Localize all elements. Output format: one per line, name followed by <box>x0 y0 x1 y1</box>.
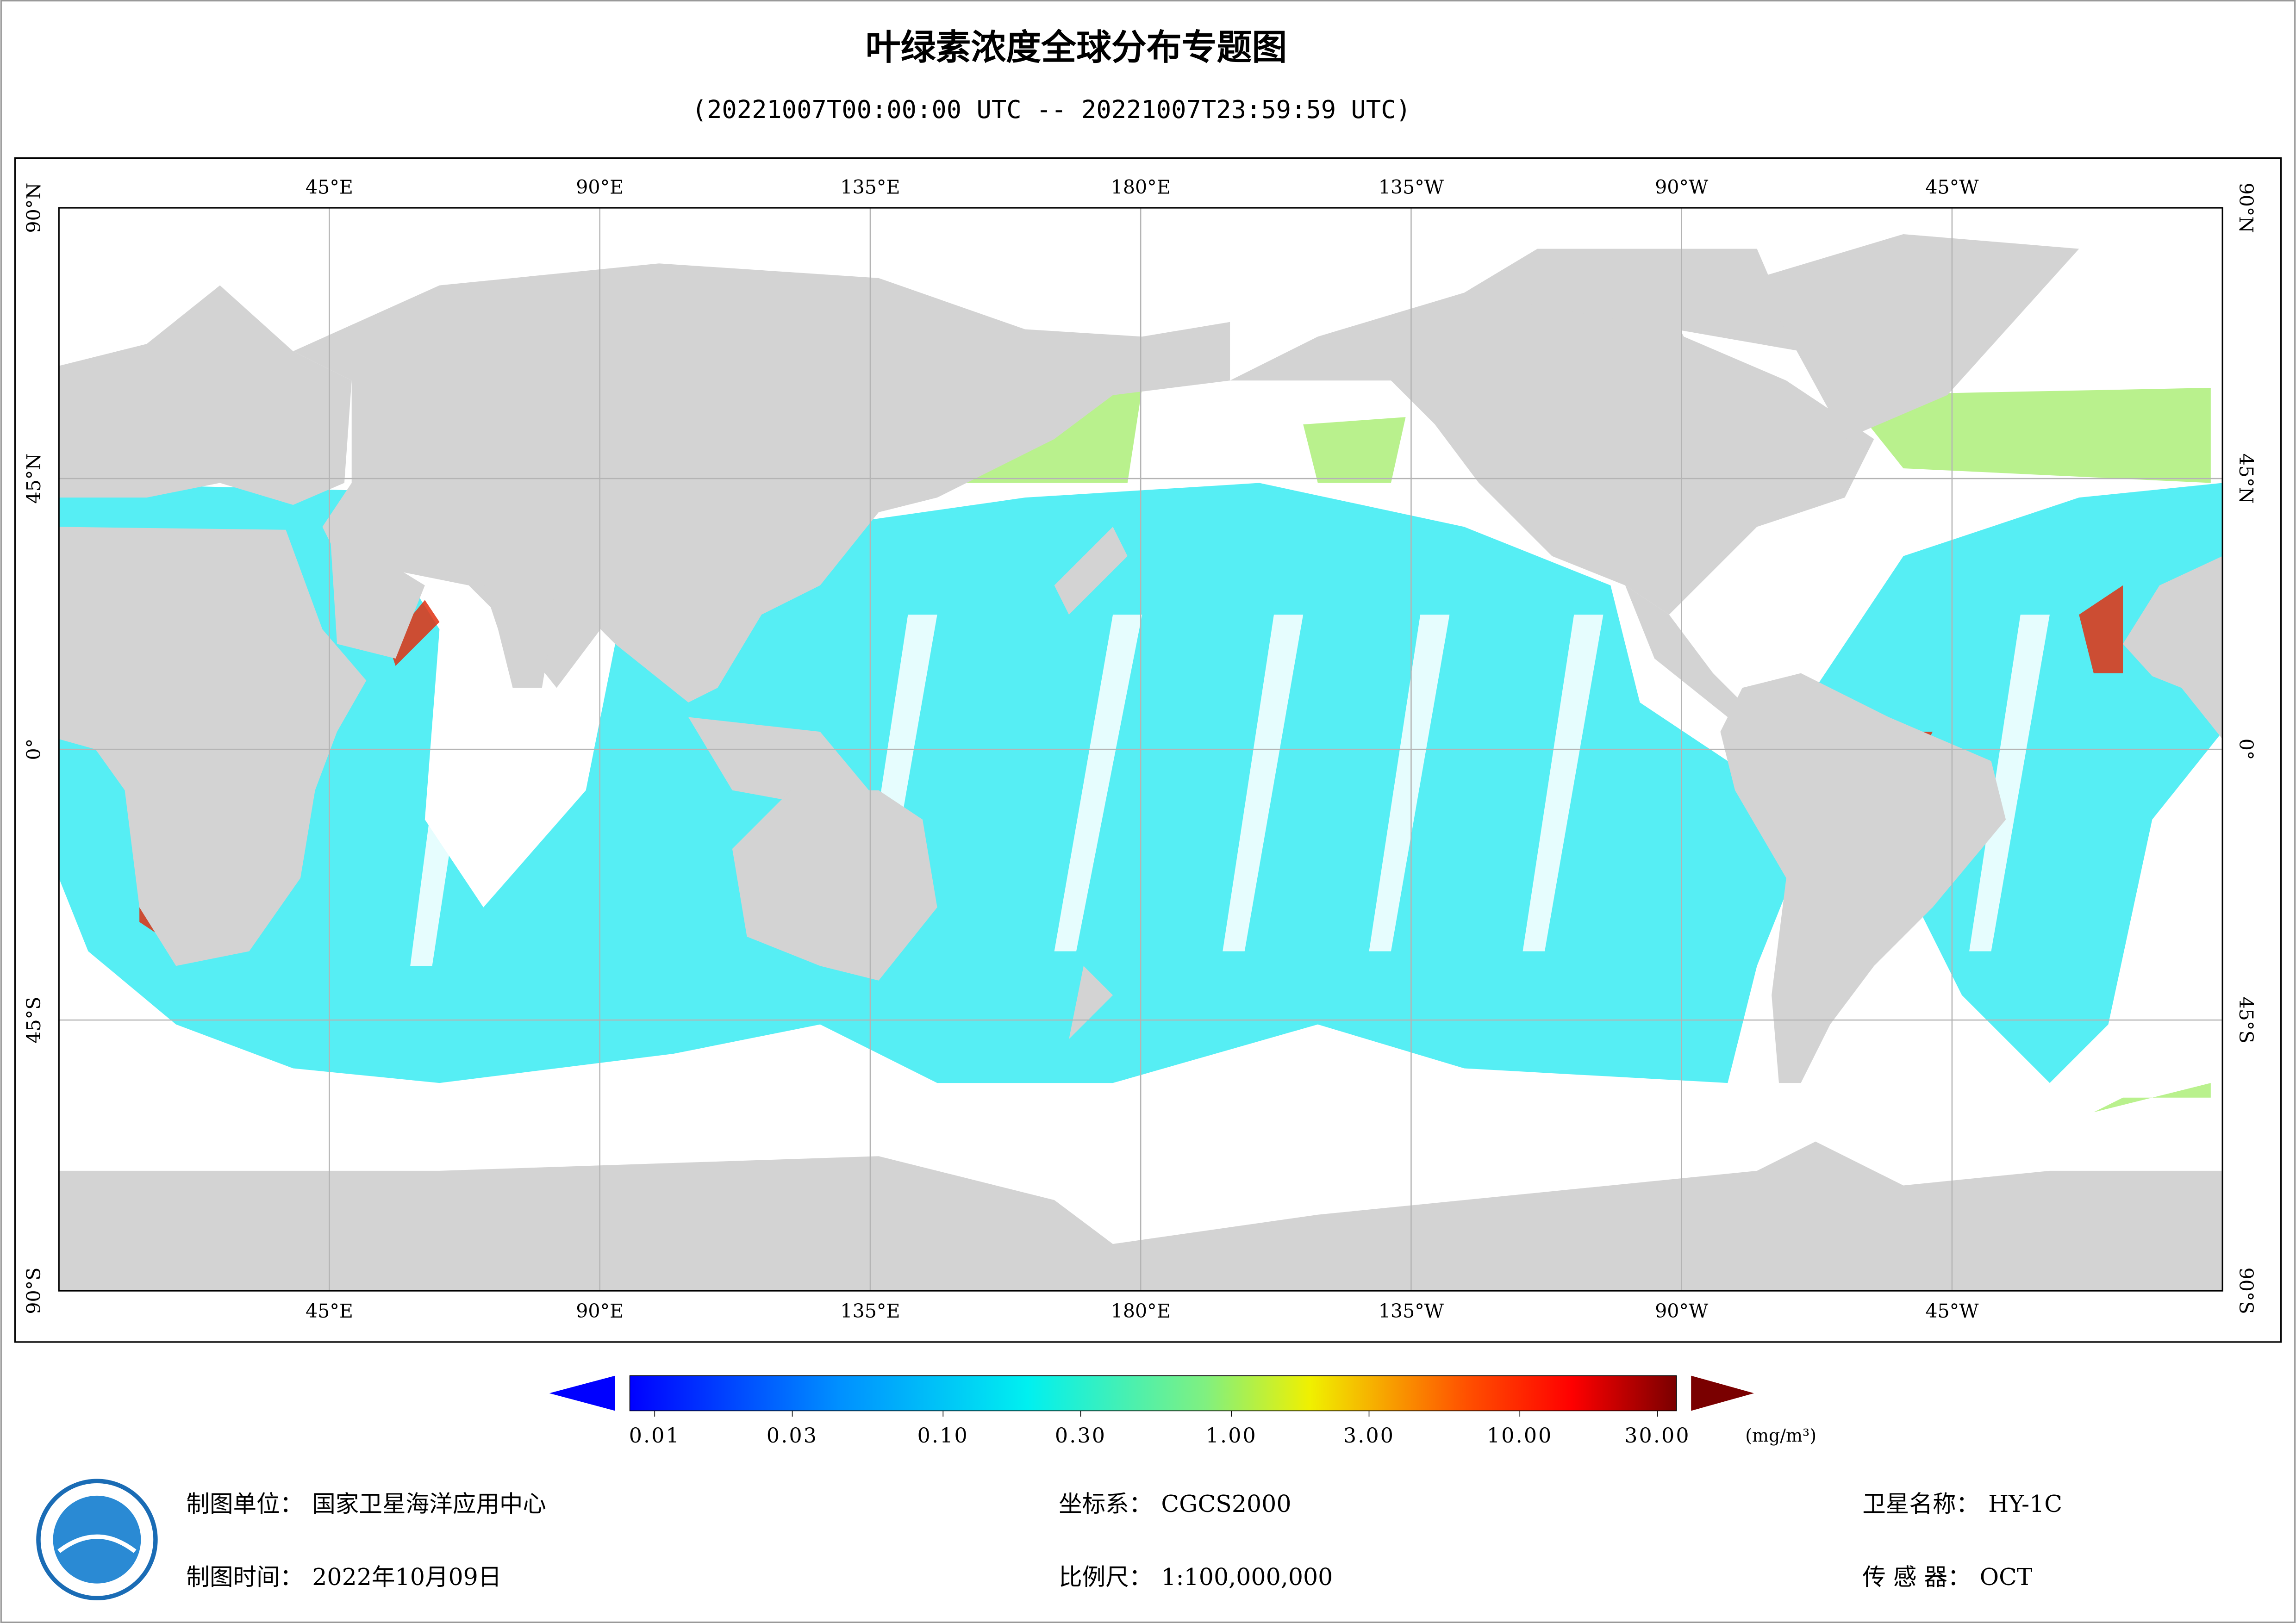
lon-label-top: 90°W <box>1655 176 1709 198</box>
central-america <box>1625 585 1742 717</box>
footer-value: 2022年10月09日 <box>312 1563 501 1591</box>
colorbar-tick-label: 0.03 <box>767 1424 818 1448</box>
footer-value: 国家卫星海洋应用中心 <box>312 1490 546 1517</box>
colorbar-tick-label: 0.10 <box>917 1424 969 1448</box>
colorbar-tick-label: 30.00 <box>1624 1424 1691 1448</box>
footer-item: 比例尺： 1:100,000,000 <box>1059 1563 1333 1591</box>
footer-label: 制图单位： <box>186 1490 303 1517</box>
arabia <box>330 527 425 659</box>
graticule <box>59 208 2223 1291</box>
title: 叶绿素浓度全球分布专题图 <box>866 27 1287 68</box>
colorbar-max-arrow <box>1691 1375 1754 1411</box>
lat-label-right: 90°N <box>2235 183 2257 233</box>
arctic-islands <box>1464 249 1801 351</box>
footer-item: 制图单位： 国家卫星海洋应用中心 <box>186 1490 546 1517</box>
logo-wave <box>57 1534 137 1553</box>
footer-label: 制图时间： <box>186 1563 303 1591</box>
lon-label-bottom: 90°W <box>1655 1300 1709 1322</box>
lat-label-left: 0° <box>23 739 45 760</box>
west-africa <box>2123 556 2223 739</box>
lat-label-left: 90°S <box>23 1268 45 1314</box>
lon-label-bottom: 45°W <box>1925 1300 1979 1322</box>
colorbar-tick-label: 1.00 <box>1206 1424 1257 1448</box>
lat-label-right: 0° <box>2235 739 2257 760</box>
coverage-high <box>59 388 2211 1113</box>
lon-label-top: 45°E <box>306 176 353 198</box>
footer-value: 1:100,000,000 <box>1161 1563 1333 1591</box>
lon-label-top: 180°E <box>1111 176 1171 198</box>
colorbar-tick-label: 0.30 <box>1055 1424 1106 1448</box>
colorbar-unit: (mg/m³) <box>1745 1425 1816 1446</box>
footer-item: 传 感 器： OCT <box>1862 1563 2033 1591</box>
lat-label-right: 90°S <box>2235 1268 2257 1314</box>
africa <box>59 527 367 966</box>
lon-label-bottom: 90°E <box>576 1300 624 1322</box>
colorbar-min-arrow <box>549 1375 615 1411</box>
lon-label-top: 90°E <box>576 176 624 198</box>
footer-value: HY-1C <box>1988 1490 2062 1517</box>
lon-label-bottom: 135°W <box>1379 1300 1444 1322</box>
colorbar-tick-label: 10.00 <box>1487 1424 1553 1448</box>
new-zealand <box>1069 966 1113 1039</box>
greenland <box>1757 234 2079 439</box>
colorbar: (mg/m³) 0.01 0.03 0.10 0.30 1.00 3.00 10.00 30.… <box>549 1375 1816 1448</box>
map-border <box>58 207 2223 1292</box>
footer-value: CGCS2000 <box>1161 1490 1291 1517</box>
logo <box>36 1479 158 1600</box>
europe <box>59 285 352 505</box>
colorbar-tick-label: 3.00 <box>1343 1424 1395 1448</box>
footer-item: 坐标系： CGCS2000 <box>1059 1490 1291 1517</box>
footer-label: 比例尺： <box>1059 1563 1152 1591</box>
map-frame <box>14 157 2282 1343</box>
lat-label-left: 45°N <box>23 454 45 504</box>
south-america <box>1720 673 2006 1083</box>
lat-label-right: 45°S <box>2235 997 2257 1044</box>
colorbar-bar <box>629 1375 1677 1412</box>
map <box>59 208 2223 1291</box>
india <box>483 585 557 688</box>
north-america <box>1230 278 1874 615</box>
lat-label-left: 90°N <box>23 183 45 233</box>
australia <box>732 790 937 981</box>
colorbar-tick-label: 0.01 <box>629 1424 680 1448</box>
footer: 制图单位： 国家卫星海洋应用中心 坐标系： CGCS2000 卫星名称： HY-1C 制图时… <box>186 1490 2062 1591</box>
lon-label-top: 135°W <box>1379 176 1444 198</box>
footer-item: 卫星名称： HY-1C <box>1862 1490 2062 1517</box>
colorbar-ticks: 0.01 0.03 0.10 0.30 1.00 3.00 10.00 30.00 <box>629 1411 1691 1448</box>
lon-label-bottom: 45°E <box>306 1300 353 1322</box>
footer-label: 传 感 器： <box>1862 1563 1971 1591</box>
footer-label: 卫星名称： <box>1862 1490 1979 1517</box>
footer-item: 制图时间： 2022年10月09日 <box>186 1563 501 1591</box>
map-labels: 45°E 45°E 90°E 90°E 135°E 135°E 180°E 180°E 135°… <box>23 176 2257 1322</box>
logo-globe <box>53 1495 141 1584</box>
asia <box>293 263 1230 703</box>
lon-label-top: 135°E <box>840 176 900 198</box>
japan <box>1054 527 1128 615</box>
lat-label-left: 45°S <box>23 997 45 1044</box>
lon-label-bottom: 180°E <box>1111 1300 1171 1322</box>
lon-label-bottom: 135°E <box>840 1300 900 1322</box>
lat-label-right: 45°N <box>2235 454 2257 504</box>
subtitle: (20221007T00:00:00 UTC -- 20221007T23:59… <box>692 95 1411 124</box>
footer-value: OCT <box>1980 1563 2033 1591</box>
footer-label: 坐标系： <box>1059 1490 1152 1517</box>
lon-label-top: 45°W <box>1925 176 1979 198</box>
